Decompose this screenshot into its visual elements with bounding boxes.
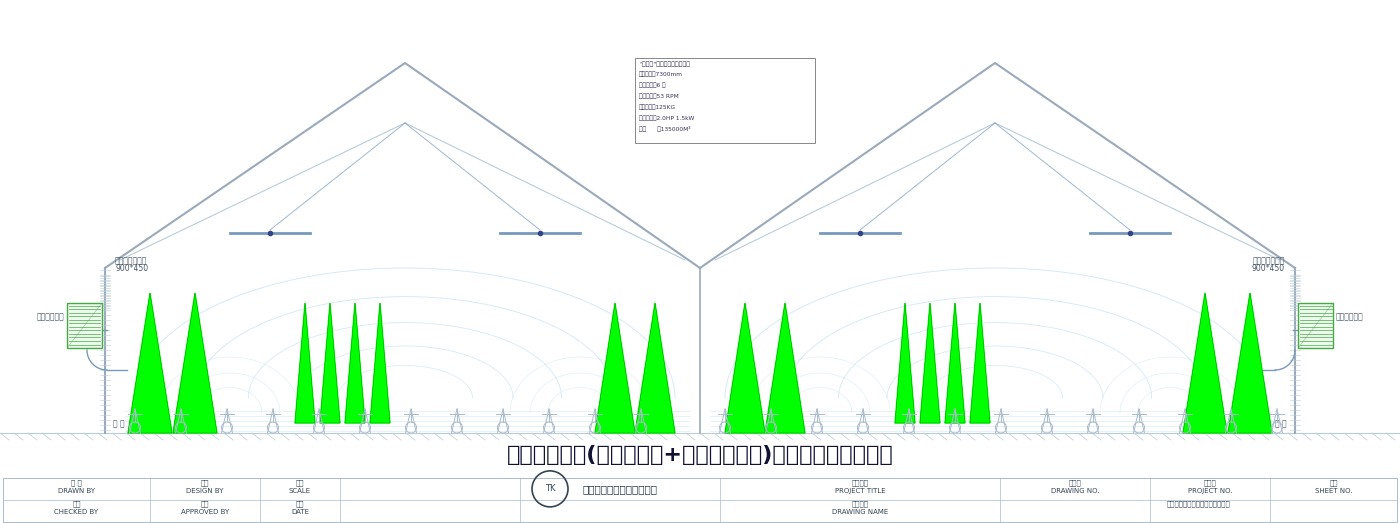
Polygon shape [945, 303, 965, 423]
Text: 窗 户: 窗 户 [1275, 419, 1287, 428]
Text: 风量      ：135000M³: 风量 ：135000M³ [638, 126, 690, 132]
Polygon shape [1183, 293, 1226, 433]
Text: 苏州昆腾节能科技有限公司: 苏州昆腾节能科技有限公司 [582, 484, 658, 494]
Polygon shape [370, 303, 391, 423]
Polygon shape [636, 303, 675, 433]
Text: 日期
DATE: 日期 DATE [291, 501, 309, 515]
Text: "瑞彩风"工业大风扇规格说明: "瑞彩风"工业大风扇规格说明 [638, 61, 690, 66]
Text: 风扇直径：7300mm: 风扇直径：7300mm [638, 71, 683, 76]
Text: 900*450: 900*450 [1252, 264, 1285, 273]
Text: 图纸名称
DRAWING NAME: 图纸名称 DRAWING NAME [832, 501, 888, 515]
Text: 比例
SCALE: 比例 SCALE [288, 480, 311, 494]
Text: 自动摆摆送风口: 自动摆摆送风口 [1253, 256, 1285, 265]
Text: 900*450: 900*450 [115, 264, 148, 273]
Bar [67, 303, 102, 348]
Polygon shape [920, 303, 939, 423]
Text: 蒸发式冷风机: 蒸发式冷风机 [36, 312, 64, 321]
Polygon shape [970, 303, 990, 423]
Bar [1298, 303, 1333, 348]
Text: 窗 户: 窗 户 [113, 419, 125, 428]
Polygon shape [295, 303, 315, 423]
Text: 风扇转速：53 RPM: 风扇转速：53 RPM [638, 93, 679, 99]
Polygon shape [127, 293, 172, 433]
Text: TK: TK [545, 484, 556, 493]
Polygon shape [174, 293, 217, 433]
Text: 工程名称
PROJECT TITLE: 工程名称 PROJECT TITLE [834, 480, 885, 494]
Text: 核准
APPROVED BY: 核准 APPROVED BY [181, 501, 230, 515]
Polygon shape [1228, 293, 1273, 433]
Text: 业务号
PROJECT NO.: 业务号 PROJECT NO. [1187, 480, 1232, 494]
Text: 图纸号
DRAWING NO.: 图纸号 DRAWING NO. [1051, 480, 1099, 494]
Text: 风扇重量：125KG: 风扇重量：125KG [638, 104, 676, 110]
Text: 设计
DESIGN BY: 设计 DESIGN BY [186, 480, 224, 494]
Text: 绘 图
DRAWN BY: 绘 图 DRAWN BY [57, 480, 95, 494]
Text: 叶片数量：6 片: 叶片数量：6 片 [638, 82, 665, 87]
Polygon shape [321, 303, 340, 423]
Polygon shape [595, 303, 636, 433]
Text: 车间扇机组合通风降温立面示意图: 车间扇机组合通风降温立面示意图 [1166, 501, 1231, 507]
Text: 编号
SHEET NO.: 编号 SHEET NO. [1315, 480, 1352, 494]
Bar [3, 478, 1397, 521]
Polygon shape [895, 303, 916, 423]
Text: 车间扇机组合(工业大风扇+蒸发式冷风机)通风降温立面示意图: 车间扇机组合(工业大风扇+蒸发式冷风机)通风降温立面示意图 [507, 445, 893, 465]
Polygon shape [764, 303, 805, 433]
Text: 蒸发式冷风机: 蒸发式冷风机 [1336, 312, 1364, 321]
Polygon shape [344, 303, 365, 423]
Polygon shape [725, 303, 764, 433]
Text: 自动摆摆送风口: 自动摆摆送风口 [115, 256, 147, 265]
Bar [636, 58, 815, 143]
Text: 风扇功率：2.0HP 1.5kW: 风扇功率：2.0HP 1.5kW [638, 115, 694, 121]
Text: 核查
CHECKED BY: 核查 CHECKED BY [55, 501, 98, 515]
